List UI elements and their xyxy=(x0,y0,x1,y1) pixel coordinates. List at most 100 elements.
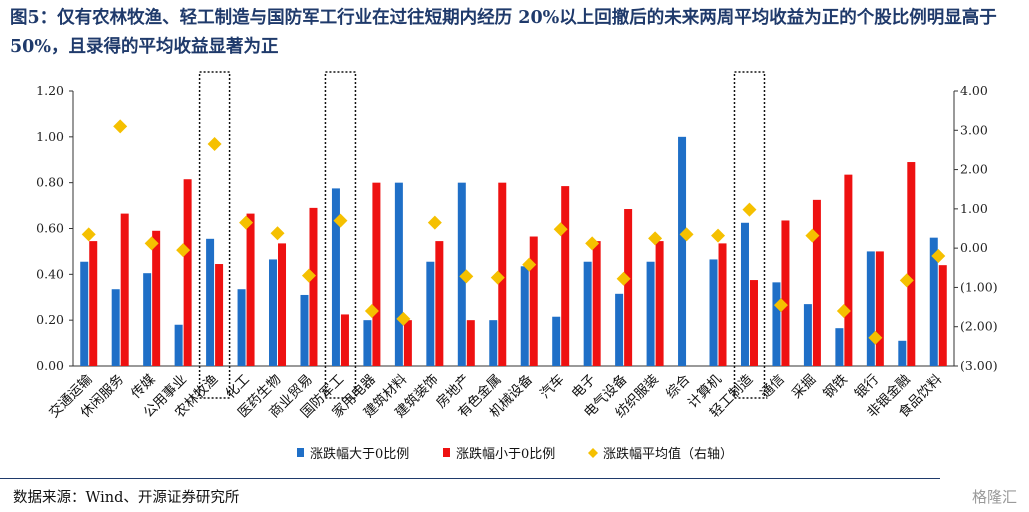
bar-up-14 xyxy=(520,266,529,366)
bar-down-10 xyxy=(403,320,412,366)
bar-down-5 xyxy=(246,213,255,366)
bar-down-22 xyxy=(781,220,790,366)
mean-marker-21 xyxy=(742,202,757,217)
mean-marker-13 xyxy=(490,270,505,285)
markers xyxy=(81,119,946,345)
mean-marker-3 xyxy=(176,243,191,258)
source-note: 数据来源：Wind、开源证券研究所 xyxy=(13,490,240,506)
mean-marker-9 xyxy=(364,304,379,318)
bar-up-18 xyxy=(646,261,655,366)
category-label: 钢铁 xyxy=(820,371,851,402)
tick-label-left: 1.00 xyxy=(36,129,64,144)
bar-down-26 xyxy=(907,162,916,366)
tick-label-right: (1.00) xyxy=(960,279,998,294)
bar-down-18 xyxy=(655,241,664,366)
figure-title: 图5：仅有农林牧渔、轻工制造与国防军工行业在过往短期内经历 20%以上回撤后的未… xyxy=(10,8,997,57)
legend-item-1: 涨跌幅小于0比例 xyxy=(443,446,555,462)
bar-up-15 xyxy=(552,316,561,366)
bar-up-13 xyxy=(489,320,498,366)
highlight-box xyxy=(733,71,766,399)
bar-down-7 xyxy=(309,207,318,366)
tick-label-right: (3.00) xyxy=(960,358,998,373)
legend-swatch xyxy=(443,448,450,457)
tick-label-right: 4.00 xyxy=(960,83,988,98)
tick-label-left: 0.40 xyxy=(36,266,64,281)
tick-label-left: 1.20 xyxy=(36,83,64,98)
bar-down-21 xyxy=(749,280,758,366)
bar-up-20 xyxy=(709,259,718,366)
bar-down-6 xyxy=(278,243,287,366)
mean-marker-0 xyxy=(81,227,96,242)
bar-down-3 xyxy=(183,179,192,366)
legend-item-0: 涨跌幅大于0比例 xyxy=(297,446,409,462)
bar-up-0 xyxy=(80,261,89,366)
bar-up-21 xyxy=(740,222,749,366)
bar-down-4 xyxy=(215,264,224,366)
mean-marker-11 xyxy=(427,215,442,230)
mean-marker-4 xyxy=(207,137,222,152)
bar-up-3 xyxy=(174,324,183,366)
bar-up-11 xyxy=(426,261,435,366)
legend-label: 涨跌幅小于0比例 xyxy=(456,446,555,462)
bar-down-23 xyxy=(812,199,821,366)
bar-up-6 xyxy=(269,259,278,366)
bar-down-1 xyxy=(120,213,129,366)
bar-up-26 xyxy=(898,340,907,366)
bar-down-24 xyxy=(844,174,853,366)
mean-marker-22 xyxy=(773,298,788,313)
tick-label-right: 2.00 xyxy=(960,162,988,177)
bar-down-11 xyxy=(435,241,444,366)
tick-label-left: 0.80 xyxy=(36,175,64,190)
tick-label-right: (2.00) xyxy=(960,319,998,334)
bar-down-0 xyxy=(89,241,98,366)
mean-marker-25 xyxy=(868,330,883,345)
category-label: 采掘 xyxy=(789,372,819,402)
legend-swatch xyxy=(588,448,598,458)
bar-up-5 xyxy=(237,289,246,366)
tick-label-right: 0.00 xyxy=(960,240,988,255)
source-divider xyxy=(0,478,940,479)
mean-marker-12 xyxy=(459,269,474,284)
bar-down-27 xyxy=(938,265,947,366)
bar-up-17 xyxy=(615,293,624,366)
highlight-box xyxy=(198,71,231,399)
mean-marker-7 xyxy=(301,268,316,283)
mean-marker-18 xyxy=(648,231,663,246)
bar-up-19 xyxy=(678,136,687,366)
bars xyxy=(80,136,947,366)
mean-marker-26 xyxy=(899,273,914,288)
bar-down-9 xyxy=(372,182,381,366)
tick-label-left: 0.20 xyxy=(36,312,64,327)
bar-down-16 xyxy=(592,241,601,366)
mean-marker-6 xyxy=(270,226,285,241)
mean-marker-1 xyxy=(113,119,128,134)
category-label: 汽车 xyxy=(536,371,567,402)
bar-down-8 xyxy=(340,314,349,366)
legend-item-2: 涨跌幅平均值（右轴） xyxy=(588,446,733,462)
bar-up-16 xyxy=(583,261,592,366)
bar-down-20 xyxy=(718,243,727,366)
bar-up-9 xyxy=(363,320,372,366)
mean-marker-24 xyxy=(836,304,851,318)
legend-label: 涨跌幅大于0比例 xyxy=(310,446,409,462)
bar-up-22 xyxy=(772,282,781,366)
tick-label-left: 0.00 xyxy=(36,358,64,373)
highlight-boxes xyxy=(198,71,766,399)
bar-down-15 xyxy=(561,186,570,366)
bar-down-12 xyxy=(466,320,475,366)
mean-marker-17 xyxy=(616,271,631,286)
bar-up-23 xyxy=(803,304,812,366)
bar-down-13 xyxy=(498,182,507,366)
mean-marker-14 xyxy=(522,257,537,272)
mean-marker-19 xyxy=(679,227,694,242)
mean-marker-27 xyxy=(931,249,946,263)
legend-label: 涨跌幅平均值（右轴） xyxy=(603,446,733,462)
mean-marker-16 xyxy=(585,236,600,251)
bar-up-4 xyxy=(206,238,215,366)
bar-up-10 xyxy=(394,182,403,366)
tick-label-left: 0.60 xyxy=(36,221,64,236)
mean-marker-8 xyxy=(333,213,348,228)
tick-label-right: 1.00 xyxy=(960,201,988,216)
bar-down-14 xyxy=(529,236,538,366)
mean-marker-15 xyxy=(553,222,568,237)
